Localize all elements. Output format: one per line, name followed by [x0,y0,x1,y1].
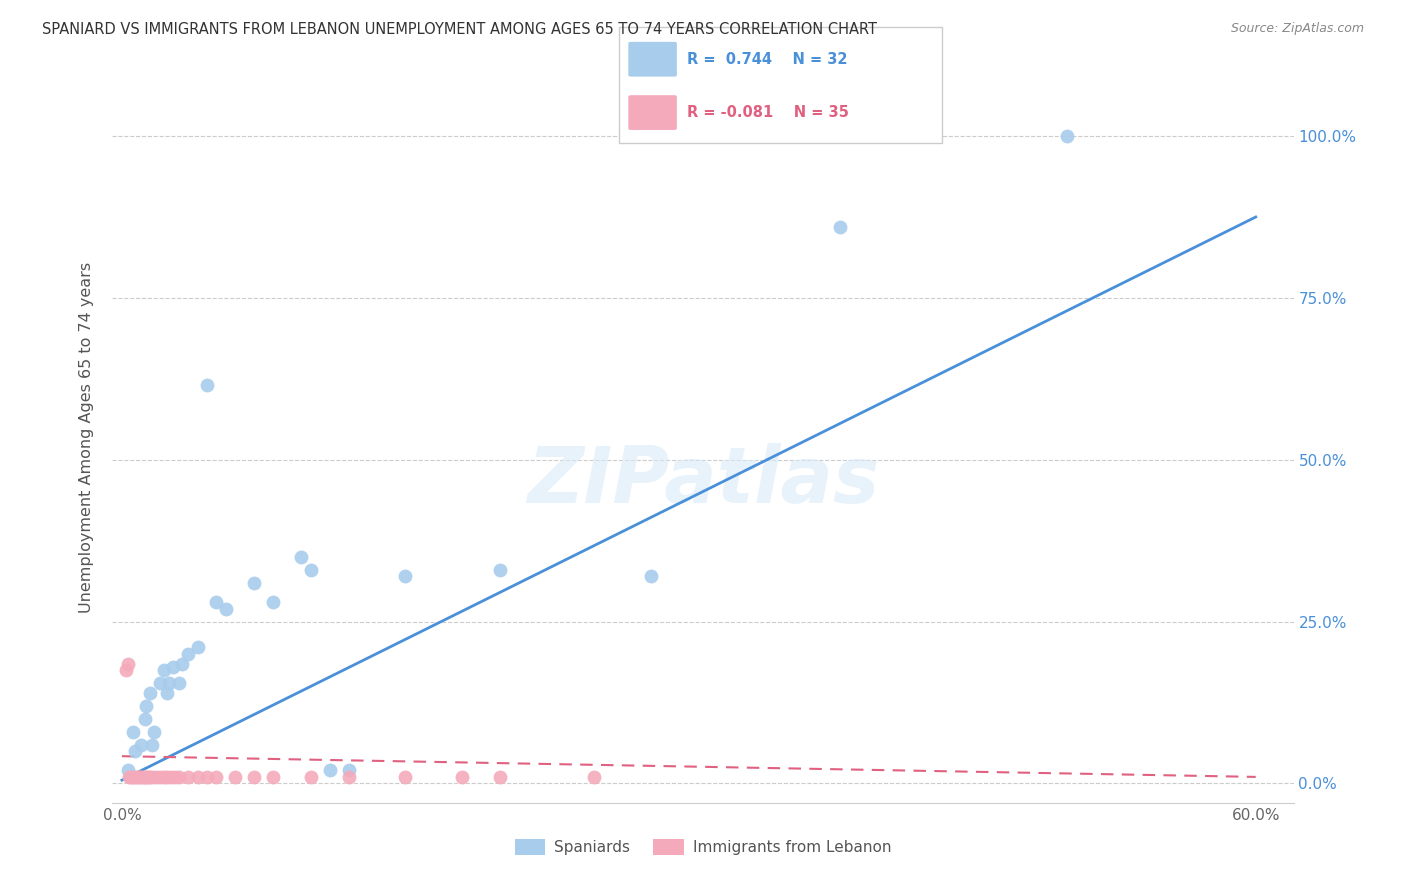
Point [149,676,172,690]
Point [394,569,416,583]
Point [262,595,284,609]
Legend: Spaniards, Immigrants from Lebanon: Spaniards, Immigrants from Lebanon [509,833,897,861]
Point [243,575,266,590]
Point [172,657,194,671]
Point [149,770,172,784]
Point [141,770,163,784]
Point [139,770,162,784]
Point [290,549,312,564]
Point [124,770,146,784]
Point [224,770,246,784]
Point [394,770,416,784]
Point [152,770,174,784]
FancyBboxPatch shape [628,42,676,77]
Point [640,569,662,583]
Point [160,770,183,784]
Point [215,601,238,615]
Point [134,770,156,784]
Text: ZIPatlas: ZIPatlas [527,443,879,519]
Point [337,764,360,778]
Point [141,738,163,752]
Text: SPANIARD VS IMMIGRANTS FROM LEBANON UNEMPLOYMENT AMONG AGES 65 TO 74 YEARS CORRE: SPANIARD VS IMMIGRANTS FROM LEBANON UNEM… [42,22,877,37]
Point [162,660,184,674]
Point [139,686,162,700]
Point [177,770,200,784]
Point [124,744,146,758]
Point [120,770,142,784]
Point [205,595,228,609]
Point [299,770,322,784]
Point [262,770,284,784]
Point [122,724,145,739]
Point [152,663,174,677]
Point [186,770,208,784]
Point [828,219,851,234]
Point [337,770,360,784]
FancyBboxPatch shape [619,27,942,143]
Point [205,770,228,784]
Point [243,770,266,784]
Text: Source: ZipAtlas.com: Source: ZipAtlas.com [1230,22,1364,36]
Point [157,676,180,690]
Point [163,770,186,784]
Point [132,770,155,784]
Point [134,712,156,726]
FancyBboxPatch shape [628,95,676,130]
Point [118,770,141,784]
Point [156,686,179,700]
Point [117,764,139,778]
Y-axis label: Unemployment Among Ages 65 to 74 years: Unemployment Among Ages 65 to 74 years [79,261,94,613]
Point [117,657,139,671]
Point [195,378,218,392]
Point [583,770,606,784]
Point [129,738,152,752]
Point [319,764,342,778]
Point [114,663,136,677]
Point [125,770,148,784]
Point [143,724,166,739]
Point [135,770,157,784]
Point [156,770,179,784]
Point [195,770,218,784]
Text: R =  0.744    N = 32: R = 0.744 N = 32 [686,52,846,67]
Point [145,770,167,784]
Point [489,563,512,577]
Point [135,698,157,713]
Point [451,770,474,784]
Point [167,676,190,690]
Point [122,770,145,784]
Point [128,770,150,784]
Point [129,770,152,784]
Point [138,770,160,784]
Point [299,563,322,577]
Point [186,640,208,655]
Point [177,647,200,661]
Point [489,770,512,784]
Point [1056,129,1078,144]
Point [167,770,190,784]
Text: R = -0.081    N = 35: R = -0.081 N = 35 [686,105,848,120]
